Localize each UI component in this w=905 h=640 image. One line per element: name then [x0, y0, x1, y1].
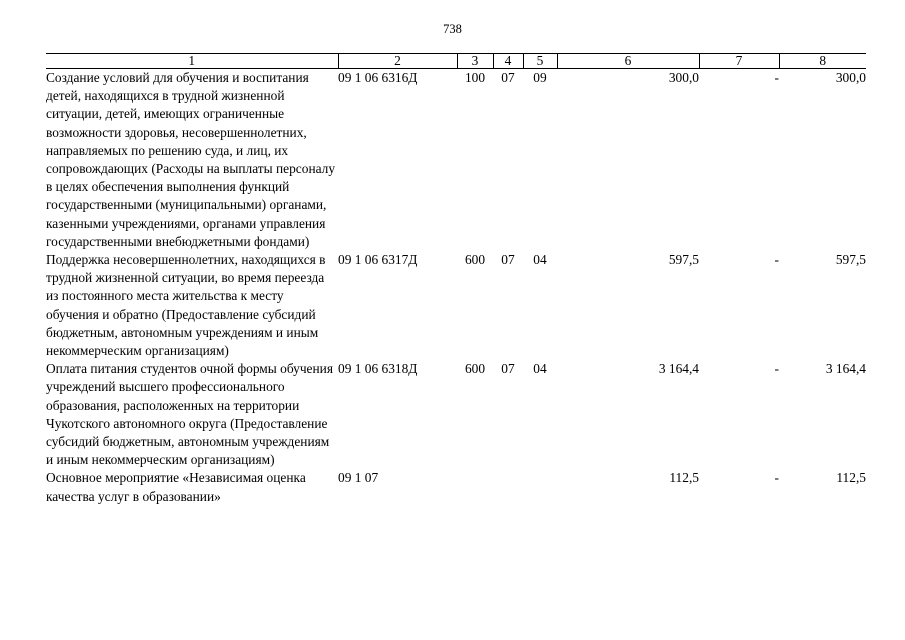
- column-header-1: 1: [46, 53, 339, 69]
- column-header-4: 4: [492, 53, 524, 69]
- row-code: 09 1 07: [338, 470, 379, 486]
- column-header-2: 2: [337, 53, 458, 69]
- row-section: [493, 469, 523, 505]
- column-header-8: 8: [778, 53, 866, 69]
- row-expense-type: 600: [464, 361, 486, 377]
- row-amount-8: 300,0: [835, 70, 866, 85]
- table-row: Создание условий для обучения и воспитан…: [46, 69, 866, 252]
- row-description: Оплата питания студентов очной формы обу…: [46, 361, 333, 468]
- row-subsection: [523, 469, 557, 505]
- row-section: 07: [501, 361, 515, 377]
- table-row: Поддержка несовершеннолетних, находящихс…: [46, 251, 866, 360]
- row-code: 09 1 06 6318Д: [338, 361, 418, 377]
- page-number: 738: [443, 22, 462, 36]
- row-amount-7: -: [774, 361, 779, 377]
- column-header-3: 3: [456, 53, 494, 69]
- row-amount-6: 300,0: [668, 70, 699, 85]
- row-amount-7: -: [774, 70, 779, 85]
- row-section: 07: [501, 252, 515, 268]
- row-code: 09 1 06 6316Д: [338, 70, 418, 85]
- row-amount-8: 597,5: [835, 252, 866, 268]
- row-description: Основное мероприятие «Независимая оценка…: [46, 470, 306, 504]
- header-row: 1 2 3 4 5 6 7 8: [46, 53, 866, 69]
- row-amount-8: 3 164,4: [825, 361, 866, 377]
- row-expense-type: 100: [464, 70, 486, 85]
- row-subsection: 09: [533, 70, 547, 85]
- row-section: 07: [501, 70, 515, 85]
- row-expense-type: [457, 469, 493, 505]
- row-expense-type: 600: [464, 252, 486, 268]
- row-description: Поддержка несовершеннолетних, находящихс…: [46, 252, 326, 359]
- row-amount-7: -: [774, 470, 779, 486]
- column-header-7: 7: [698, 53, 780, 69]
- budget-table: 1 2 3 4 5 6 7 8 Создание условий для обу…: [46, 53, 866, 506]
- column-header-5: 5: [522, 53, 558, 69]
- table-row: Оплата питания студентов очной формы обу…: [46, 360, 866, 469]
- row-code: 09 1 06 6317Д: [338, 252, 418, 268]
- row-amount-6: 3 164,4: [658, 361, 699, 377]
- row-amount-7: -: [774, 252, 779, 268]
- row-subsection: 04: [533, 361, 547, 377]
- column-header-6: 6: [556, 53, 700, 69]
- row-subsection: 04: [533, 252, 547, 268]
- row-amount-6: 597,5: [668, 252, 699, 268]
- row-amount-8: 112,5: [836, 470, 866, 486]
- row-amount-6: 112,5: [669, 470, 699, 486]
- table-row: Основное мероприятие «Независимая оценка…: [46, 469, 866, 505]
- row-description: Создание условий для обучения и воспитан…: [46, 70, 336, 249]
